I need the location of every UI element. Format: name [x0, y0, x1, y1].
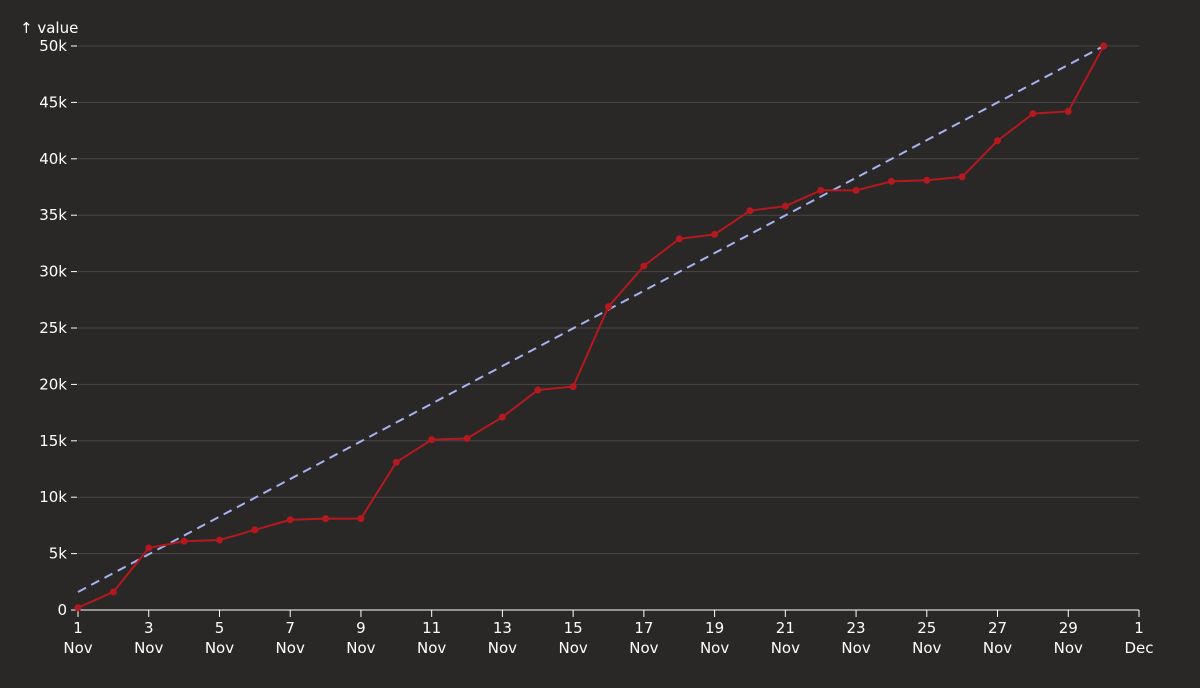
x-tick-label-day: 5: [215, 619, 225, 637]
data-point: [463, 435, 471, 443]
data-point: [180, 537, 188, 545]
x-tick-label-month: Nov: [346, 639, 375, 657]
x-tick-label-day: 15: [564, 619, 583, 637]
data-point: [145, 544, 153, 552]
x-tick-label-day: 3: [144, 619, 154, 637]
trend-line: [77, 45, 1105, 593]
grid-lines: [78, 45, 1139, 555]
x-tick-label-month: Nov: [276, 639, 305, 657]
data-point: [817, 186, 825, 194]
data-point: [286, 516, 294, 524]
x-tick-label-day: 25: [917, 619, 936, 637]
y-tick-label: 50k: [39, 37, 67, 55]
x-tick-label-month: Dec: [1124, 639, 1153, 657]
x-tick-label-month: Nov: [983, 639, 1012, 657]
data-point: [569, 383, 577, 391]
data-point: [251, 526, 259, 534]
x-tick-label-day: 29: [1059, 619, 1078, 637]
series-layer: [74, 42, 1108, 612]
data-point: [958, 173, 966, 181]
x-tick-label-month: Nov: [1054, 639, 1083, 657]
x-tick-label-month: Nov: [205, 639, 234, 657]
y-tick-label: 5k: [49, 545, 68, 563]
y-tick-label: 40k: [39, 150, 67, 168]
data-point: [428, 436, 436, 444]
data-point: [215, 536, 223, 544]
data-point: [1029, 110, 1037, 118]
x-tick-label-month: Nov: [134, 639, 163, 657]
data-point: [746, 207, 754, 215]
x-tick-label-month: Nov: [417, 639, 446, 657]
y-tick-label: 25k: [39, 319, 67, 337]
data-point: [887, 177, 895, 185]
data-point: [781, 202, 789, 210]
y-axis-title: ↑ value: [20, 19, 78, 37]
y-tick-label: 0: [57, 601, 67, 619]
x-tick-label-month: Nov: [63, 639, 92, 657]
data-point: [357, 515, 365, 523]
x-tick-label-day: 7: [285, 619, 295, 637]
x-tick-label-month: Nov: [488, 639, 517, 657]
y-tick-label: 15k: [39, 432, 67, 450]
data-point: [534, 386, 542, 394]
x-tick-label-month: Nov: [558, 639, 587, 657]
x-tick-label-month: Nov: [912, 639, 941, 657]
x-tick-label-month: Nov: [771, 639, 800, 657]
x-tick-label-day: 27: [988, 619, 1007, 637]
data-point: [605, 303, 612, 311]
x-tick-label-month: Nov: [629, 639, 658, 657]
x-tick-label-day: 21: [776, 619, 795, 637]
data-point: [640, 262, 648, 270]
series-line: [77, 45, 1105, 609]
y-tick-label: 20k: [39, 375, 67, 393]
data-point: [852, 186, 860, 194]
data-point: [392, 458, 400, 466]
x-tick-label-day: 11: [422, 619, 441, 637]
x-tick-label-month: Nov: [700, 639, 729, 657]
x-tick-label-day: 19: [705, 619, 724, 637]
data-point: [498, 413, 506, 421]
data-point: [109, 588, 117, 596]
x-tick-label-day: 13: [493, 619, 512, 637]
data-point: [1100, 42, 1108, 50]
data-point: [711, 230, 719, 238]
y-tick-label: 45k: [39, 93, 67, 111]
trend-line-path: [77, 45, 1105, 593]
data-point: [322, 515, 330, 523]
x-tick-label-day: 1: [1134, 619, 1144, 637]
data-point: [74, 604, 82, 612]
y-tick-label: 35k: [39, 206, 67, 224]
data-point: [994, 137, 1002, 145]
x-tick-label-day: 23: [847, 619, 866, 637]
y-axis: 0 5k 10k 15k 20k 25k 30k 35k 40k 45k 50k: [39, 37, 77, 619]
x-tick-label-day: 1: [73, 619, 83, 637]
x-tick-label-day: 9: [356, 619, 366, 637]
data-point: [675, 235, 683, 243]
y-tick-label: 30k: [39, 263, 67, 281]
data-point: [923, 176, 931, 184]
x-tick-label-day: 17: [634, 619, 653, 637]
data-point: [1064, 107, 1072, 115]
x-axis: 1 Nov 3 Nov 5 Nov 7 Nov 9 Nov 11 Nov 13 Nov 15 Nov 17 Nov…: [63, 609, 1154, 657]
x-tick-label-month: Nov: [841, 639, 870, 657]
y-tick-label: 10k: [39, 488, 67, 506]
